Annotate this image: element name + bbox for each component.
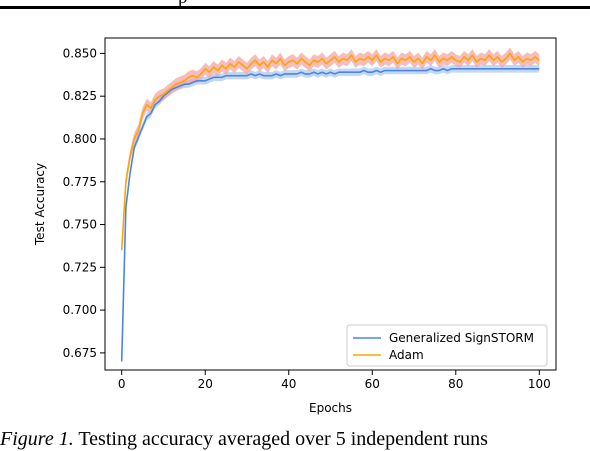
y-tick-label: 0.800: [63, 132, 97, 146]
top-rule: [0, 6, 590, 9]
legend-label: Adam: [389, 348, 424, 362]
y-axis-ticks: 0.675 0.700 0.725 0.750 0.775 0.800 0.825 0.850: [63, 46, 105, 360]
x-axis-ticks: 0 20 40 60 80 100: [118, 370, 551, 391]
plot-frame: [104, 37, 557, 371]
series-line-2: [120, 52, 540, 251]
band-2: [121, 47, 540, 257]
legend: Generalized SignSTORM Adam: [346, 324, 548, 367]
y-axis-label: Test Accuracy: [33, 163, 47, 246]
x-tick-label: 20: [198, 377, 213, 391]
x-tick-label: 40: [281, 377, 296, 391]
figure-caption: Figure 1. Testing accuracy averaged over…: [0, 428, 590, 451]
x-tick-label: 0: [118, 377, 126, 391]
y-tick-label: 0.675: [63, 346, 97, 360]
y-tick-label: 0.700: [63, 303, 97, 317]
y-tick-label: 0.750: [63, 218, 97, 232]
caption-text: Testing accuracy averaged over 5 indepen…: [78, 428, 488, 450]
caption-label: Figure 1.: [0, 428, 74, 450]
y-tick-label: 0.825: [63, 89, 97, 103]
confidence-bands: [121, 47, 540, 366]
y-tick-label: 0.775: [63, 175, 97, 189]
series-lines: [120, 52, 540, 362]
accuracy-chart: 0 20 40 60 80 100 0.6750.7000.7250.7500.7750.…: [33, 37, 557, 415]
x-tick-label: 60: [365, 377, 380, 391]
legend-box: [346, 324, 548, 367]
x-tick-label: 100: [528, 377, 551, 391]
band-1: [121, 65, 540, 366]
x-tick-label: 80: [448, 377, 463, 391]
x-axis-label: Epochs: [309, 401, 352, 415]
y-tick-label: 0.725: [63, 260, 97, 274]
legend-label: Generalized SignSTORM: [389, 331, 534, 345]
top-text-fragment: p: [178, 0, 188, 9]
series-line-1: [120, 68, 540, 362]
y-tick-label: 0.850: [63, 46, 97, 60]
